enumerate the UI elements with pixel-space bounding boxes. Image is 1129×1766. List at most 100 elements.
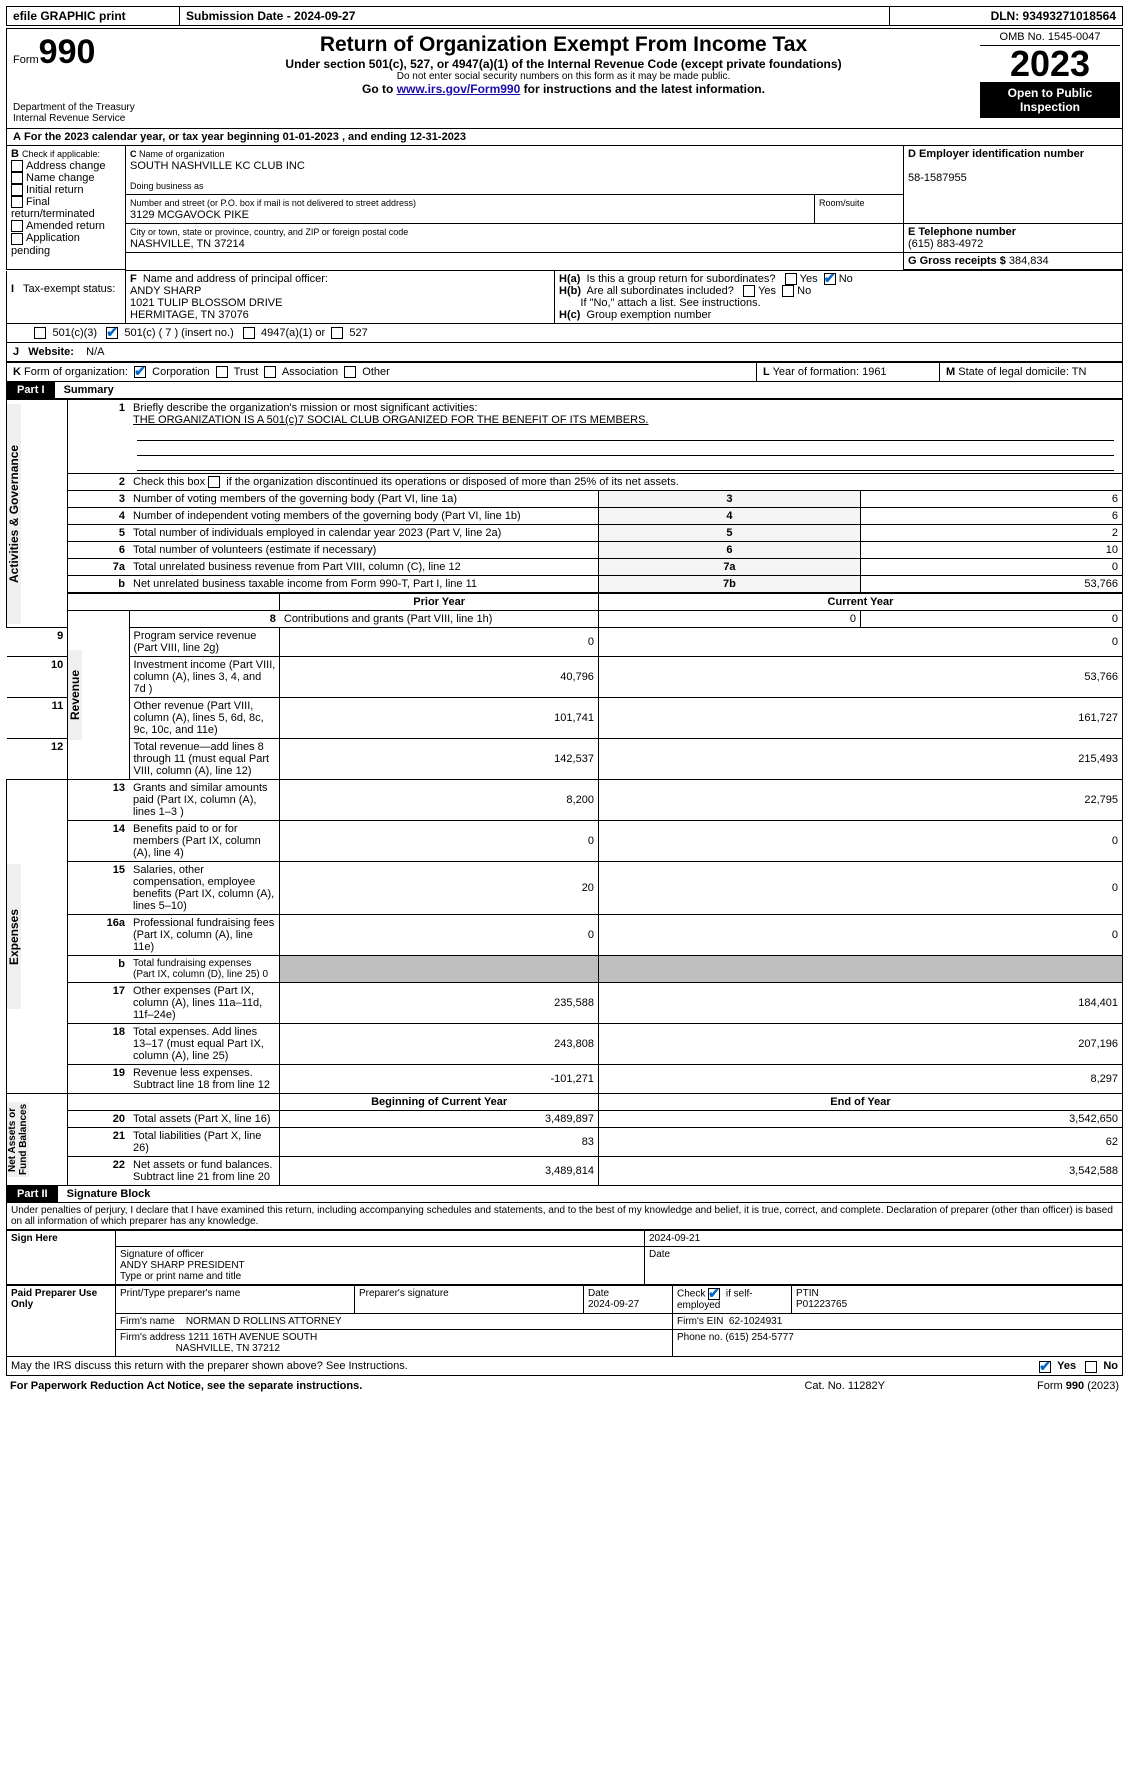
side-expenses: Expenses: [7, 864, 21, 1009]
subtitle-2: Do not enter social security numbers on …: [155, 71, 972, 82]
cb-trust[interactable]: [216, 366, 228, 378]
col-current-year: Current Year: [598, 593, 1122, 611]
cb-discuss-yes[interactable]: [1039, 1361, 1051, 1373]
c-name-label: Name of organization: [139, 149, 225, 159]
opt-assoc: Association: [282, 366, 338, 378]
cb-ha-no[interactable]: [824, 273, 836, 285]
cb-discontinued[interactable]: [208, 476, 220, 488]
form-number: 990: [39, 33, 96, 71]
officer-addr2: HERMITAGE, TN 37076: [130, 309, 249, 321]
cb-name-change[interactable]: [11, 172, 23, 184]
website-value: N/A: [86, 346, 104, 358]
row-7b: bNet unrelated business taxable income f…: [7, 576, 1123, 594]
part-i-tag: Part I: [7, 382, 55, 398]
cb-4947[interactable]: [243, 327, 255, 339]
klm-row: K Form of organization: Corporation Trus…: [6, 362, 1123, 382]
sign-date: 2024-09-21: [649, 1233, 700, 1244]
cb-assoc[interactable]: [264, 366, 276, 378]
state-domicile: TN: [1072, 366, 1087, 378]
g-label: G Gross receipts $: [908, 255, 1006, 267]
cb-501c[interactable]: [106, 327, 118, 339]
firm-name-label: Firm's name: [120, 1316, 175, 1327]
form-label: Form: [13, 54, 39, 66]
opt-501c: 501(c) ( 7 ) (insert no.): [124, 327, 233, 339]
opt-501c3: 501(c)(3): [52, 327, 97, 339]
dln: DLN: 93493271018564: [890, 7, 1123, 26]
discuss-row: May the IRS discuss this return with the…: [6, 1357, 1123, 1376]
col-boy: Beginning of Current Year: [280, 1094, 599, 1111]
submission-date: Submission Date - 2024-09-27: [180, 7, 890, 26]
part-ii-title: Signature Block: [61, 1188, 151, 1200]
f-label: Name and address of principal officer:: [143, 273, 328, 285]
row-7a: 7aTotal unrelated business revenue from …: [7, 559, 1123, 576]
tax-year-range: For the 2023 calendar year, or tax year …: [24, 131, 466, 143]
hc-label: Group exemption number: [587, 309, 712, 321]
ha-label: Is this a group return for subordinates?: [587, 273, 776, 285]
d-label: D Employer identification number: [908, 148, 1084, 160]
firm-phone: (615) 254-5777: [725, 1332, 793, 1343]
irs-link[interactable]: www.irs.gov/Form990: [397, 82, 521, 96]
firm-addr2: NASHVILLE, TN 37212: [176, 1343, 280, 1354]
cb-501c3[interactable]: [34, 327, 46, 339]
cb-ha-yes[interactable]: [785, 273, 797, 285]
form-title: Return of Organization Exempt From Incom…: [155, 33, 972, 57]
yes-label: Yes: [800, 273, 818, 285]
firm-ein-label: Firm's EIN: [677, 1316, 723, 1327]
prep-sig-label: Preparer's signature: [359, 1288, 449, 1299]
part-i-title: Summary: [58, 384, 114, 396]
col-eoy: End of Year: [598, 1094, 1122, 1111]
cb-final-return[interactable]: [11, 196, 23, 208]
cb-self-employed[interactable]: [708, 1288, 720, 1300]
addr-label: Number and street (or P.O. box if mail i…: [130, 198, 416, 208]
form-ref: Form 990 (2023): [1037, 1380, 1119, 1392]
no-label: No: [839, 273, 853, 285]
firm-name: NORMAN D ROLLINS ATTORNEY: [186, 1316, 342, 1327]
cb-amended[interactable]: [11, 220, 23, 232]
b-label: Check if applicable:: [22, 149, 100, 159]
e-label: E Telephone number: [908, 226, 1016, 238]
org-name: SOUTH NASHVILLE KC CLUB INC: [130, 160, 305, 172]
cb-hb-yes[interactable]: [743, 285, 755, 297]
opt-final-return: Final return/terminated: [11, 196, 95, 220]
page-footer: For Paperwork Reduction Act Notice, see …: [6, 1378, 1123, 1394]
officer-name: ANDY SHARP: [130, 285, 201, 297]
cat-no: Cat. No. 11282Y: [753, 1378, 937, 1394]
line1-label: Briefly describe the organization's miss…: [133, 402, 477, 414]
line-a: A For the 2023 calendar year, or tax yea…: [6, 128, 1123, 145]
sig-officer-label: Signature of officer: [120, 1249, 204, 1260]
part-ii-tag: Part II: [7, 1186, 58, 1202]
cb-hb-no[interactable]: [782, 285, 794, 297]
side-governance: Activities & Governance: [7, 404, 21, 624]
side-net-assets: Net Assets or Fund Balances: [7, 1102, 29, 1177]
row-6: 6Total number of volunteers (estimate if…: [7, 542, 1123, 559]
opt-initial-return: Initial return: [26, 184, 83, 196]
dept-treasury: Department of the Treasury: [13, 102, 143, 113]
cb-initial-return[interactable]: [11, 184, 23, 196]
part-i-header: Part I Summary: [6, 382, 1123, 399]
room-label: Room/suite: [819, 198, 865, 208]
prep-name-label: Print/Type preparer's name: [120, 1288, 240, 1299]
l-label: Year of formation:: [773, 366, 859, 378]
type-print-label: Type or print name and title: [120, 1271, 241, 1282]
phone-value: (615) 883-4972: [908, 238, 983, 250]
cb-corp[interactable]: [134, 366, 146, 378]
line2-text: Check this box if the organization disco…: [133, 476, 679, 488]
cb-other[interactable]: [344, 366, 356, 378]
cb-app-pending[interactable]: [11, 233, 23, 245]
ein-value: 58-1587955: [908, 172, 967, 184]
opt-527: 527: [349, 327, 367, 339]
row-3: 3Number of voting members of the governi…: [7, 491, 1123, 508]
pra-notice: For Paperwork Reduction Act Notice, see …: [10, 1380, 362, 1392]
cb-527[interactable]: [331, 327, 343, 339]
firm-addr1: 1211 16TH AVENUE SOUTH: [188, 1332, 317, 1343]
opt-name-change: Name change: [26, 172, 95, 184]
top-bar: efile GRAPHIC print Submission Date - 20…: [6, 6, 1123, 26]
row-4: 4Number of independent voting members of…: [7, 508, 1123, 525]
cb-discuss-no[interactable]: [1085, 1361, 1097, 1373]
prep-date: 2024-09-27: [588, 1299, 639, 1310]
ptin-value: P01223765: [796, 1299, 847, 1310]
org-city: NASHVILLE, TN 37214: [130, 238, 245, 250]
cb-address-change[interactable]: [11, 160, 23, 172]
ptin-label: PTIN: [796, 1288, 819, 1299]
mission-text: THE ORGANIZATION IS A 501(c)7 SOCIAL CLU…: [133, 414, 648, 426]
